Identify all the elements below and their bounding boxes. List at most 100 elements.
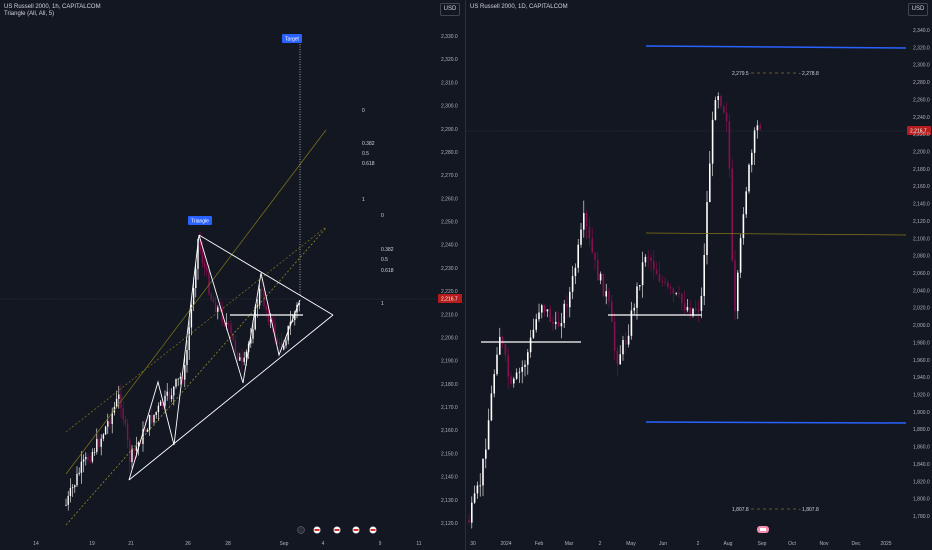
left-candle-body — [208, 271, 210, 295]
right-candle-body — [720, 95, 722, 107]
left-candle-body — [124, 419, 127, 424]
left-candle-body — [140, 442, 142, 444]
right-candle-body — [709, 163, 711, 203]
right-candle-body — [602, 273, 605, 297]
right-candle-body — [485, 449, 487, 459]
left-price-tick-label: 2,320.0 — [441, 57, 458, 63]
left-time-tick-label: 28 — [225, 541, 231, 547]
left-symbol-title[interactable]: US Russell 2000, 1h, CAPITALCOM — [4, 4, 101, 10]
left-chart-canvas[interactable]: 2,216.7 Target Triangle 0 0.382 0.5 0.618 1 0 0.3… — [0, 0, 466, 550]
right-candle-body — [714, 100, 717, 120]
lower-level-right-label: - 1,807.8 — [799, 507, 819, 513]
right-chart-pane[interactable]: 2,216.7 2,279.5- 2,278.8 1,807.8- 1,807.8 … — [466, 0, 932, 550]
right-candles — [468, 92, 761, 529]
right-time-tick-label: Aug — [724, 541, 733, 547]
left-candle-body — [74, 485, 76, 488]
left-candle-body — [82, 459, 85, 462]
left-drawings: 2,216.7 Target Triangle 0 0.382 0.5 0.618 1 0 0.3… — [0, 34, 462, 534]
right-price-tick-label: 2,160.0 — [913, 184, 930, 190]
right-symbol-title[interactable]: US Russell 2000, 1D, CAPITALCOM — [470, 4, 568, 10]
target-label: Target — [282, 34, 302, 43]
right-candle-body — [566, 303, 568, 308]
left-candle-body — [274, 323, 276, 339]
left-candle-body — [278, 343, 281, 344]
right-candle-body — [737, 272, 739, 312]
right-candle-body — [697, 309, 700, 311]
right-price-tick-label: 1,920.0 — [913, 393, 930, 399]
left-time-tick-label: 9 — [379, 541, 382, 547]
left-candle-body — [122, 408, 124, 420]
right-candle-body — [538, 312, 540, 320]
right-price-tick-label: 1,980.0 — [913, 340, 930, 346]
right-price-tick-label: 2,300.0 — [913, 63, 930, 69]
right-price-tick-label: 1,900.0 — [913, 410, 930, 416]
left-candle-body — [287, 325, 289, 341]
right-candle-body — [725, 112, 728, 122]
left-price-tick-label: 2,270.0 — [441, 173, 458, 179]
right-time-tick-label: 2 — [599, 541, 602, 547]
left-candle-body — [67, 495, 69, 505]
right-currency-button[interactable]: USD — [908, 3, 928, 16]
right-candle-body — [664, 281, 666, 283]
left-candle-body — [188, 327, 190, 350]
right-candle-body — [759, 125, 761, 129]
right-candle-body — [569, 291, 571, 308]
right-time-tick-label: Mar — [565, 541, 574, 547]
left-candle-body — [203, 262, 206, 268]
left-price-tick-label: 2,150.0 — [441, 451, 458, 457]
right-candle-body — [723, 106, 725, 113]
left-time-tick-label: 26 — [185, 541, 191, 547]
fib-level-label: 0.618 — [362, 161, 375, 167]
left-price-tick-label: 2,280.0 — [441, 150, 458, 156]
left-chart-pane[interactable]: 2,216.7 Target Triangle 0 0.382 0.5 0.618 1 0 0.3… — [0, 0, 466, 550]
right-candle-body — [703, 255, 705, 296]
left-candle-body — [192, 288, 195, 305]
left-candle-body — [285, 340, 287, 346]
right-candle-body — [650, 257, 652, 261]
right-price-tick-label: 2,200.0 — [913, 150, 930, 156]
right-candle-body — [605, 291, 607, 297]
right-candle-body — [518, 371, 521, 373]
right-candle-body — [748, 164, 750, 192]
right-candle-body — [613, 321, 616, 351]
left-candle-body — [230, 324, 232, 334]
left-currency-button[interactable]: USD — [440, 3, 460, 16]
left-candle-body — [291, 320, 294, 322]
left-candle-body — [241, 357, 243, 363]
right-price-tick-label: 2,060.0 — [913, 271, 930, 277]
right-candle-body — [695, 308, 697, 310]
right-candle-body — [487, 420, 490, 450]
left-candle-body — [265, 306, 267, 310]
right-candle-body — [507, 354, 509, 377]
fib-level-label: 0.618 — [381, 268, 394, 274]
left-candle-body — [168, 391, 171, 400]
right-candle-body — [513, 378, 515, 384]
triangle-zigzag — [128, 234, 301, 481]
left-candle-body — [104, 426, 107, 435]
economic-event-icon — [297, 526, 305, 534]
left-indicator-title[interactable]: Triangle (All, All, 5) — [4, 11, 55, 17]
right-candle-body — [672, 288, 675, 294]
left-price-tick-label: 2,330.0 — [441, 34, 458, 40]
right-time-tick-label: Nov — [820, 541, 829, 547]
lower-level-left-label: 1,807.8 — [732, 507, 749, 513]
right-candle-body — [717, 95, 719, 101]
right-candle-body — [546, 309, 549, 312]
right-candle-body — [619, 354, 621, 365]
right-candle-body — [543, 305, 546, 312]
right-price-tick-label: 2,260.0 — [913, 97, 930, 103]
left-legend: US Russell 2000, 1h, CAPITALCOM Triangle… — [4, 4, 101, 18]
right-price-tick-label: 1,940.0 — [913, 375, 930, 381]
left-candle-body — [135, 446, 138, 451]
right-time-tick-label: Dec — [852, 541, 861, 547]
fib-level-label: 0.5 — [362, 151, 369, 157]
right-candle-body — [599, 273, 602, 281]
right-candle-body — [633, 307, 635, 311]
right-legend: US Russell 2000, 1D, CAPITALCOM — [470, 4, 568, 11]
right-candle-body — [616, 350, 619, 365]
left-candle-body — [232, 333, 234, 341]
right-candle-body — [588, 226, 591, 239]
right-candle-body — [583, 213, 585, 230]
right-chart-canvas[interactable]: 2,216.72,279.5- 2,278.81,807.8- 1,807.8 … — [466, 0, 932, 550]
left-time-tick-label: 14 — [33, 541, 39, 547]
